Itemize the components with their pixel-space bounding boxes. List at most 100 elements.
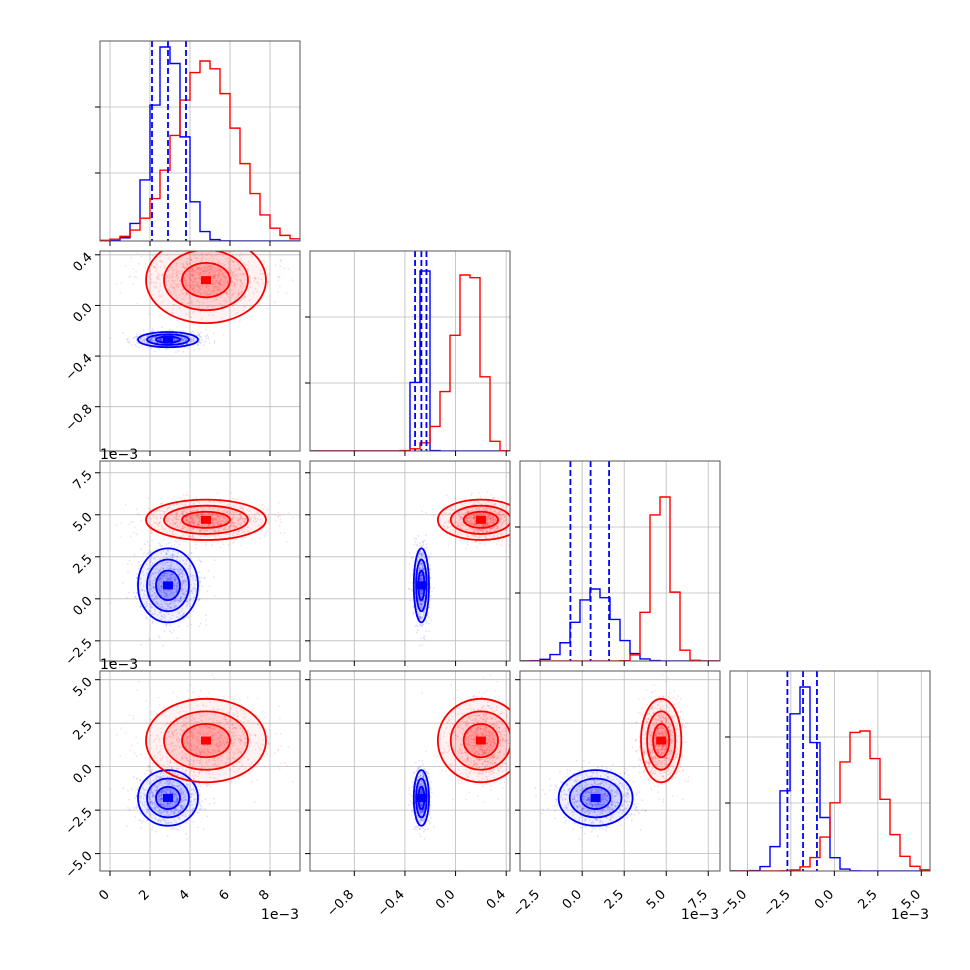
sample-point bbox=[421, 592, 423, 595]
sample-point bbox=[196, 332, 199, 334]
sample-point bbox=[149, 603, 152, 606]
sample-point bbox=[180, 571, 182, 574]
sample-point bbox=[173, 599, 175, 602]
sample-point bbox=[223, 528, 225, 530]
sample-point bbox=[149, 561, 152, 563]
sample-point bbox=[167, 572, 169, 575]
sample-point bbox=[183, 298, 186, 301]
sample-point bbox=[219, 507, 222, 510]
sample-point bbox=[421, 577, 424, 580]
sample-point bbox=[177, 276, 180, 279]
sample-point bbox=[188, 293, 190, 296]
sample-point bbox=[223, 300, 225, 302]
sample-point bbox=[190, 508, 193, 510]
sample-point bbox=[151, 582, 154, 585]
panel-frame bbox=[99, 40, 301, 242]
sample-point bbox=[180, 263, 183, 266]
sample-point bbox=[422, 601, 424, 603]
sample-point bbox=[190, 274, 192, 277]
sample-point bbox=[182, 614, 184, 617]
sample-point bbox=[278, 276, 280, 278]
sample-point bbox=[230, 519, 233, 522]
sample-point bbox=[193, 278, 195, 281]
sample-point bbox=[228, 289, 231, 291]
sample-point bbox=[166, 520, 169, 522]
sample-point bbox=[218, 263, 220, 265]
sample-point bbox=[192, 518, 195, 521]
sample-point bbox=[422, 611, 425, 614]
sample-point bbox=[207, 288, 210, 290]
sample-point bbox=[192, 289, 195, 292]
sample-point bbox=[199, 520, 202, 523]
sample-point bbox=[175, 339, 177, 341]
sample-point bbox=[201, 524, 203, 527]
sample-point bbox=[165, 577, 167, 579]
sample-point bbox=[190, 316, 193, 319]
sample-point bbox=[183, 579, 186, 582]
sample-point bbox=[175, 599, 177, 602]
sample-point bbox=[239, 518, 241, 520]
sample-point bbox=[183, 594, 186, 596]
sample-point bbox=[168, 315, 171, 318]
sample-point bbox=[421, 604, 423, 607]
sample-point bbox=[153, 579, 156, 582]
sample-point bbox=[206, 273, 208, 276]
sample-point bbox=[150, 585, 153, 588]
sample-point bbox=[154, 593, 156, 596]
sample-point bbox=[168, 590, 171, 592]
sample-point bbox=[155, 522, 158, 525]
sample-point bbox=[237, 293, 240, 295]
sample-point bbox=[223, 517, 225, 519]
sample-point bbox=[216, 274, 219, 277]
sample-point bbox=[178, 335, 181, 338]
sample-point bbox=[226, 293, 228, 296]
sample-point bbox=[232, 292, 235, 295]
sample-point bbox=[203, 267, 206, 270]
sample-point bbox=[185, 282, 187, 284]
sample-point bbox=[195, 590, 197, 593]
sample-point bbox=[178, 566, 180, 568]
sample-point bbox=[194, 272, 196, 275]
sample-point bbox=[226, 274, 229, 277]
sample-point bbox=[157, 275, 159, 277]
sample-point bbox=[233, 540, 236, 543]
sample-point bbox=[420, 595, 422, 598]
sample-point bbox=[171, 614, 174, 617]
sample-point bbox=[185, 266, 188, 268]
sample-point bbox=[237, 263, 240, 266]
sample-point bbox=[196, 334, 199, 337]
sample-point bbox=[175, 513, 178, 516]
sample-point bbox=[287, 268, 290, 270]
sample-point bbox=[212, 507, 215, 510]
sample-point bbox=[228, 533, 230, 536]
sample-point bbox=[169, 602, 171, 605]
sample-point bbox=[192, 286, 195, 289]
sample-point bbox=[189, 309, 191, 311]
sample-point bbox=[181, 512, 184, 515]
sample-point bbox=[179, 568, 182, 570]
sample-point bbox=[421, 544, 423, 547]
sample-point bbox=[212, 276, 215, 278]
sample-point bbox=[149, 576, 151, 578]
sample-point bbox=[154, 557, 156, 560]
sample-point bbox=[217, 516, 220, 518]
sample-point bbox=[189, 285, 191, 288]
sample-point bbox=[189, 522, 192, 525]
sample-point bbox=[168, 328, 171, 331]
sample-point bbox=[154, 336, 157, 338]
sample-point bbox=[158, 579, 161, 582]
sample-point bbox=[135, 508, 138, 511]
sample-point bbox=[415, 631, 418, 634]
sample-point bbox=[160, 593, 162, 596]
sample-point bbox=[192, 274, 195, 277]
sample-point bbox=[181, 336, 183, 339]
sample-point bbox=[150, 588, 152, 591]
sample-point bbox=[205, 284, 208, 287]
sample-point bbox=[178, 599, 181, 601]
sample-point bbox=[168, 593, 171, 595]
sample-point bbox=[148, 270, 150, 273]
sample-point bbox=[162, 575, 164, 578]
sample-point bbox=[191, 536, 194, 538]
sample-point bbox=[204, 614, 207, 617]
sample-point bbox=[174, 555, 176, 558]
